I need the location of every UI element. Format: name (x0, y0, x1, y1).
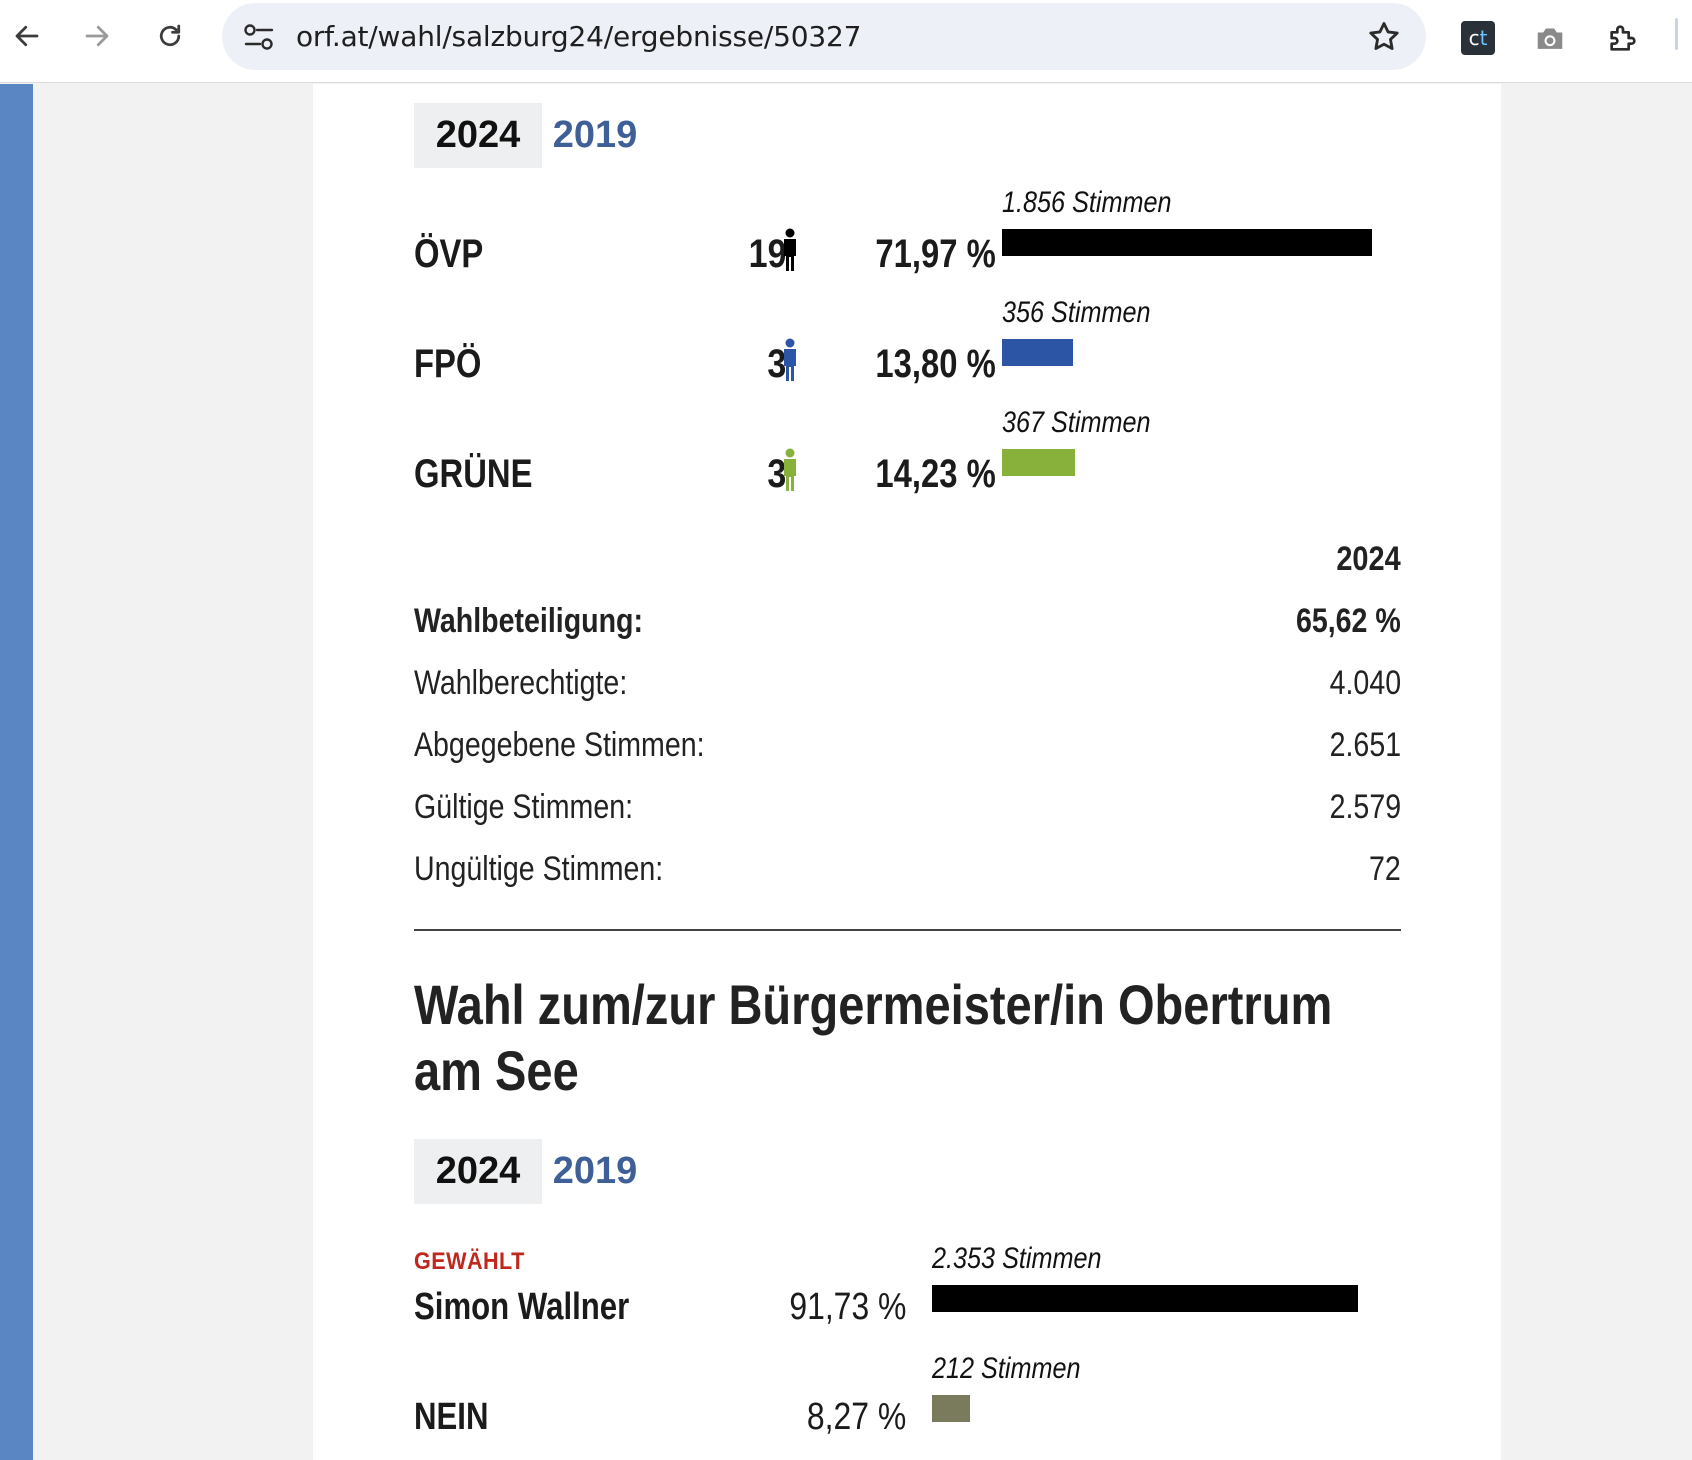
left-accent-bar (0, 84, 33, 1460)
stat-label: Gültige Stimmen: (414, 788, 634, 826)
extensions-button[interactable] (1603, 18, 1643, 58)
vote-bar-nein (932, 1395, 970, 1422)
tab-2024[interactable]: 2024 (414, 1139, 542, 1204)
mayor-election-heading: Wahl zum/zur Bürgermeister/in Obertrum a… (414, 973, 1333, 1102)
forward-button[interactable] (75, 14, 119, 58)
tab-2019[interactable]: 2019 (552, 1150, 638, 1192)
bookmark-star-icon[interactable] (1366, 19, 1402, 55)
stat-label: Wahlbeteiligung: (414, 602, 643, 640)
arrow-left-icon (15, 25, 39, 47)
vote-bar-fpoe (1002, 339, 1073, 366)
stat-row: Abgegebene Stimmen: 2.651 (414, 720, 1401, 770)
party-percent: 71,97 % (875, 232, 996, 276)
person-icon (784, 338, 796, 381)
party-seats: 3 (767, 452, 786, 496)
browser-toolbar: orf.at/wahl/salzburg24/ergebnisse/50327 … (0, 0, 1692, 83)
stat-row: Ungültige Stimmen: 72 (414, 844, 1401, 894)
party-row-gruene: GRÜNE 3 14,23 % 367 Stimmen (414, 406, 1314, 504)
party-name: ÖVP (414, 232, 484, 276)
reload-button[interactable] (148, 14, 192, 58)
vote-bar-oevp (1002, 229, 1372, 256)
party-name: FPÖ (414, 342, 482, 386)
stats-year-header: 2024 (1336, 540, 1401, 578)
person-icon (784, 448, 796, 491)
stat-value: 65,62 % (1296, 602, 1401, 640)
party-votes: 1.856 Stimmen (1002, 186, 1172, 219)
reload-icon (159, 24, 181, 47)
results-content: 2024 2019 ÖVP 19 71,97 % 1.856 Stimmen F… (313, 84, 1501, 1460)
url-text[interactable]: orf.at/wahl/salzburg24/ergebnisse/50327 (296, 20, 862, 53)
camera-icon (1537, 28, 1563, 49)
vote-bar-candidate (932, 1285, 1358, 1312)
stat-value: 72 (1369, 850, 1401, 888)
gemeinderat-year-tabs: 2024 2019 (414, 103, 648, 168)
stat-label: Ungültige Stimmen: (414, 850, 664, 888)
party-seats: 19 (748, 232, 786, 276)
stat-row: Wahlberechtigte: 4.040 (414, 658, 1401, 708)
site-settings-icon[interactable] (242, 21, 276, 53)
party-name: GRÜNE (414, 452, 533, 496)
mayor-year-tabs: 2024 2019 (414, 1139, 648, 1204)
candidate-name: Simon Wallner (414, 1286, 630, 1328)
party-votes: 367 Stimmen (1002, 406, 1151, 439)
stat-label: Wahlberechtigte: (414, 664, 628, 702)
address-bar[interactable]: orf.at/wahl/salzburg24/ergebnisse/50327 (222, 3, 1426, 70)
stat-value: 2.651 (1329, 726, 1401, 764)
stat-label: Abgegebene Stimmen: (414, 726, 705, 764)
tab-2019[interactable]: 2019 (552, 114, 638, 156)
party-seats: 3 (767, 342, 786, 386)
puzzle-icon (1610, 25, 1636, 51)
toolbar-edge (1675, 18, 1678, 50)
stat-value: 2.579 (1329, 788, 1401, 826)
party-row-fpoe: FPÖ 3 13,80 % 356 Stimmen (414, 296, 1314, 394)
candidate-row: GEWÄHLT Simon Wallner 91,73 % 2.353 Stim… (414, 1242, 1404, 1340)
stat-row: Gültige Stimmen: 2.579 (414, 782, 1401, 832)
stat-row: Wahlbeteiligung: 65,62 % (414, 596, 1401, 646)
person-icon (784, 228, 796, 271)
party-percent: 14,23 % (875, 452, 996, 496)
party-votes: 356 Stimmen (1002, 296, 1151, 329)
party-percent: 13,80 % (875, 342, 996, 386)
candidate-row-nein: NEIN 8,27 % 212 Stimmen (414, 1352, 1404, 1450)
candidate-name: NEIN (414, 1396, 489, 1438)
tab-2024[interactable]: 2024 (414, 103, 542, 168)
back-button[interactable] (5, 14, 49, 58)
screenshot-extension-button[interactable] (1530, 18, 1570, 58)
section-divider (414, 929, 1401, 931)
candidate-votes: 2.353 Stimmen (932, 1242, 1102, 1275)
candidate-votes: 212 Stimmen (932, 1352, 1081, 1385)
elected-badge: GEWÄHLT (414, 1248, 525, 1275)
candidate-percent: 91,73 % (788, 1286, 906, 1328)
vote-bar-gruene (1002, 449, 1075, 476)
candidate-percent: 8,27 % (806, 1396, 906, 1438)
stat-value: 4.040 (1329, 664, 1401, 702)
arrow-right-icon (85, 25, 109, 47)
party-row-oevp: ÖVP 19 71,97 % 1.856 Stimmen (414, 186, 1372, 284)
